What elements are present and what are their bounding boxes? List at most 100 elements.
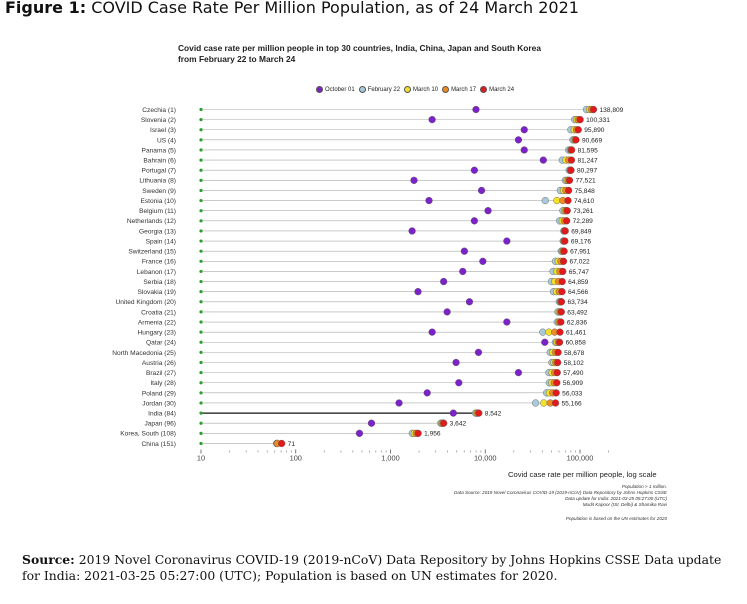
x-tick-label: 10 (197, 453, 205, 462)
value-label: 56,033 (562, 390, 583, 397)
value-label: 3,642 (450, 421, 467, 428)
baseline-dot (199, 138, 203, 142)
value-label: 69,849 (571, 228, 592, 235)
baseline-dot (199, 350, 203, 354)
dot-mar24 (589, 105, 598, 114)
dot-mar24 (553, 369, 561, 377)
baseline-dot (199, 381, 203, 385)
value-label: 1,956 (424, 431, 441, 438)
row-label: Slovenia (2) (141, 117, 176, 124)
dot-oct01 (455, 379, 463, 387)
dot-oct01 (484, 207, 492, 215)
baseline-dot (199, 300, 203, 304)
row-label: Brazil (27) (146, 370, 176, 377)
dot-oct01 (428, 116, 436, 124)
baseline-dot (199, 360, 203, 365)
dot-oct01 (514, 136, 523, 144)
legend-item: February 22 (358, 86, 401, 93)
dot-mar24 (561, 237, 569, 245)
dot-mar24 (551, 399, 560, 407)
dot-oct01 (459, 267, 467, 276)
baseline-dot (199, 320, 203, 324)
value-label: 90,669 (582, 137, 603, 144)
dot-oct01 (428, 328, 436, 336)
dot-mar24 (572, 136, 580, 144)
note-data-update: Data update for India: 2021-03-25 05:27:… (565, 496, 667, 501)
dot-oct01 (520, 146, 528, 154)
dot-oct01 (425, 196, 433, 205)
baseline-dot (199, 411, 203, 415)
baseline-dot (199, 340, 203, 344)
dot-mar24 (565, 176, 574, 184)
dot-mar24 (553, 379, 561, 387)
value-label: 61,461 (566, 330, 587, 337)
dot-mar24 (557, 308, 565, 316)
row-label: Lebanon (17) (137, 269, 176, 276)
value-label: 63,734 (567, 299, 588, 306)
baseline-dot (199, 401, 203, 405)
dot-oct01 (514, 369, 523, 377)
baseline-dot (199, 431, 203, 435)
legend-swatch (358, 86, 366, 93)
baseline-dot (199, 148, 203, 152)
dot-mar24 (557, 318, 565, 326)
dot-mar24 (564, 196, 572, 205)
dot-oct01 (470, 217, 478, 225)
row-label: Hungary (23) (138, 330, 176, 337)
chart-title: Covid case rate per million people in to… (178, 43, 541, 65)
value-label: 81,247 (577, 158, 598, 165)
dot-oct01 (539, 156, 547, 164)
baseline-dot (199, 290, 203, 294)
legend-label: February 22 (367, 86, 401, 93)
baseline-dot (199, 371, 203, 375)
dot-mar24 (561, 227, 569, 235)
dot-mar24 (552, 389, 560, 397)
baseline-dot (199, 158, 203, 162)
baseline-dot (199, 198, 203, 203)
baseline-dot (199, 249, 203, 253)
dot-oct01 (367, 419, 376, 427)
dot-mar24 (574, 126, 582, 134)
row-label: US (4) (157, 137, 176, 144)
dot-oct01 (465, 298, 474, 306)
dot-oct01 (410, 176, 418, 184)
dot-mar24 (559, 267, 567, 276)
dot-feb22 (541, 196, 549, 205)
figure-caption: COVID Case Rate Per Million Population, … (91, 0, 579, 17)
value-label: 58,102 (564, 360, 585, 367)
row-label: North Macedonia (25) (112, 350, 176, 357)
dot-mar24 (414, 429, 422, 437)
dot-mar24 (555, 338, 564, 346)
dot-mar24 (560, 247, 568, 255)
row-label: Netherlands (12) (127, 218, 176, 225)
dot-oct01 (474, 348, 483, 356)
value-label: 69,176 (571, 238, 592, 245)
value-label: 56,909 (563, 380, 584, 387)
dot-oct01 (472, 105, 480, 114)
row-label: Sweden (9) (142, 188, 176, 195)
note-authors: Mudit Kapoor (ISI, Delhi) & Shamika Ravi (582, 502, 667, 507)
legend-item: March 10 (404, 86, 438, 93)
chart-notes: Population > 1 million. Data Source: 201… (454, 484, 667, 522)
value-label: 75,848 (575, 188, 596, 195)
dot-mar24 (567, 156, 576, 164)
baseline-dot (199, 239, 203, 243)
row-label: Panama (5) (142, 147, 176, 154)
dot-oct01 (408, 227, 416, 235)
value-label: 62,836 (567, 319, 588, 326)
dot-oct01 (520, 126, 528, 134)
legend-item: October 01 (316, 86, 355, 93)
dot-oct01 (470, 166, 478, 174)
dot-mar24 (554, 358, 562, 367)
note-population-basis: Population is based on the UN estimates … (565, 516, 667, 521)
legend-label: March 17 (451, 86, 477, 93)
value-label: 74,610 (574, 198, 595, 205)
row-label: Portugal (7) (142, 168, 176, 175)
row-label: Jordan (30) (142, 400, 176, 407)
value-label: 100,331 (586, 117, 610, 124)
row-label: Poland (29) (142, 390, 176, 397)
dot-mar24 (557, 298, 566, 306)
row-label: Slovakia (19) (138, 289, 176, 296)
legend-swatch (480, 86, 488, 93)
dot-mar24 (559, 257, 568, 265)
